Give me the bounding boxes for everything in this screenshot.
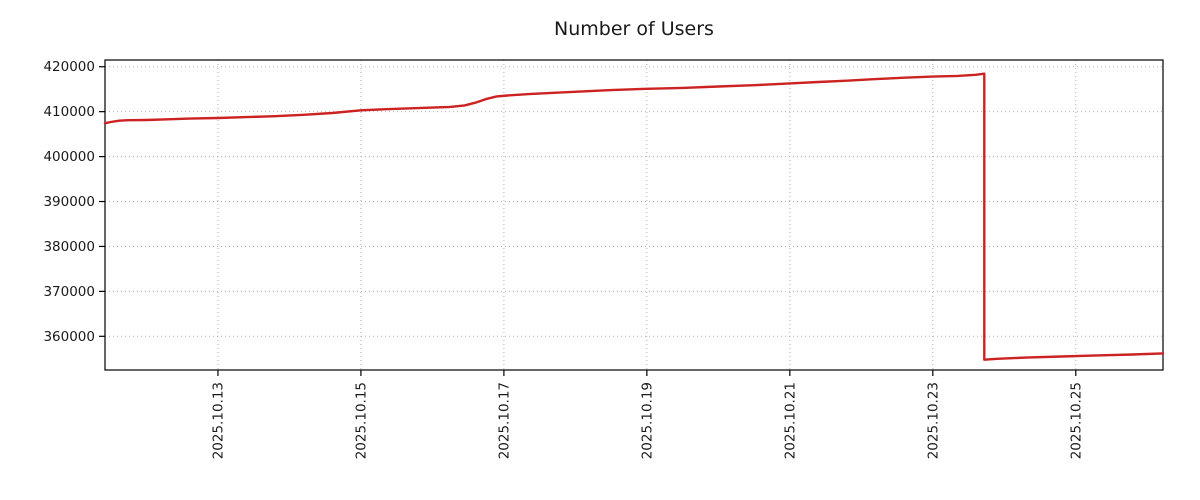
y-tick-label: 360000	[43, 329, 95, 345]
y-tick-label: 380000	[43, 239, 95, 255]
x-tick-label: 2025.10.21	[782, 382, 798, 459]
x-tick-label: 2025.10.13	[210, 382, 226, 459]
x-tick-label: 2025.10.19	[639, 382, 655, 459]
x-tick-label: 2025.10.23	[925, 382, 941, 459]
y-tick-label: 410000	[43, 104, 95, 120]
chart-title: Number of Users	[554, 18, 714, 40]
y-tick-label: 390000	[43, 194, 95, 210]
y-tick-label: 420000	[43, 59, 95, 75]
data-line-number-of-users	[103, 72, 1165, 361]
x-tick-label: 2025.10.15	[353, 382, 369, 459]
y-tick-label: 400000	[43, 149, 95, 165]
x-tick-label: 2025.10.17	[496, 382, 512, 459]
plot-border	[104, 59, 1164, 371]
y-tick-label: 370000	[43, 284, 95, 300]
x-tick-label: 2025.10.25	[1068, 382, 1084, 459]
